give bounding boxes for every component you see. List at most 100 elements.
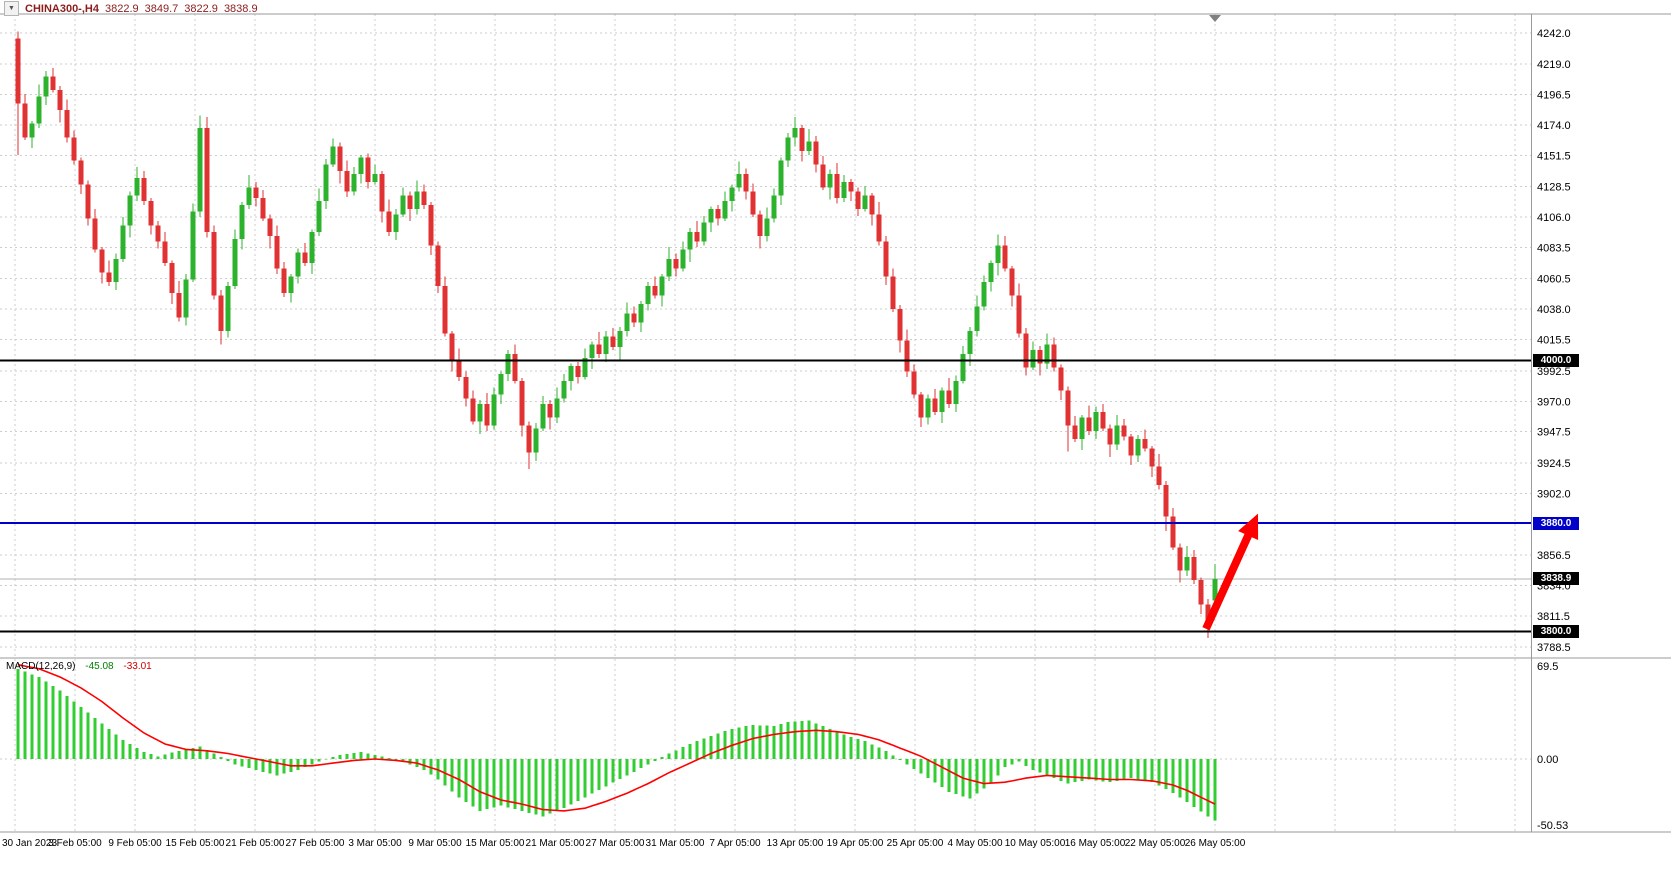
candle-body xyxy=(596,344,602,354)
candle-body xyxy=(512,353,518,381)
candle-body xyxy=(897,309,903,341)
x-axis-label: 31 Mar 05:00 xyxy=(646,838,705,849)
x-axis-label: 19 Apr 05:00 xyxy=(827,838,884,849)
x-axis-label: 16 May 05:00 xyxy=(1065,838,1126,849)
candle-body xyxy=(883,241,889,277)
candle-body xyxy=(295,252,301,277)
candle-body xyxy=(246,187,252,205)
candle-body xyxy=(57,89,63,111)
y-axis-tick-label: 4083.5 xyxy=(1537,243,1571,255)
x-axis-label: 15 Feb 05:00 xyxy=(166,838,225,849)
one-click-trading-toggle[interactable]: ▼ xyxy=(4,1,19,16)
candle-body xyxy=(1051,344,1057,368)
y-axis-tick-label: 3902.0 xyxy=(1537,488,1571,500)
price-axis[interactable] xyxy=(1532,14,1671,832)
candle-body xyxy=(890,276,896,310)
candle-body xyxy=(932,398,938,413)
candle-body xyxy=(953,380,959,404)
candle-body xyxy=(729,187,735,201)
trend-arrow-object[interactable] xyxy=(1202,513,1259,631)
y-axis-tick-label: 3856.5 xyxy=(1537,550,1571,562)
candle-body xyxy=(372,173,378,182)
candle-body xyxy=(316,200,322,233)
x-axis-label: 9 Feb 05:00 xyxy=(108,838,162,849)
candle-body xyxy=(792,127,798,138)
y-axis-tick-label: 4015.5 xyxy=(1537,335,1571,347)
candle-body xyxy=(309,232,315,264)
candle-body xyxy=(1037,349,1043,364)
candle-body xyxy=(71,137,77,161)
candle-body xyxy=(1100,412,1106,429)
candle-body xyxy=(106,272,112,283)
candle-body xyxy=(967,330,973,354)
symbol-title: CHINA300-,H4 xyxy=(25,2,99,15)
candle-body xyxy=(785,137,791,161)
x-axis-label: 13 Apr 05:00 xyxy=(767,838,824,849)
candle-body xyxy=(1128,436,1134,456)
candle-body xyxy=(288,276,294,293)
candle-body xyxy=(904,340,910,372)
candle-body xyxy=(547,403,553,418)
x-axis-label: 27 Feb 05:00 xyxy=(286,838,345,849)
candle-body xyxy=(568,366,574,381)
ohlc-low: 3822.9 xyxy=(184,2,218,15)
candle-body xyxy=(1198,579,1204,605)
candle-body xyxy=(22,103,28,138)
candle-body xyxy=(134,177,140,196)
candle-body xyxy=(806,141,812,151)
macd-axis-tick-label: 0.00 xyxy=(1537,754,1558,766)
candle-body xyxy=(1002,245,1008,269)
candle-body xyxy=(715,209,721,219)
candle-body xyxy=(533,428,539,453)
candle-body xyxy=(778,160,784,196)
chart-plot-area[interactable] xyxy=(0,14,1531,658)
candle-body xyxy=(519,380,525,426)
candle-body xyxy=(176,292,182,318)
macd-axis-tick-label: 69.5 xyxy=(1537,661,1558,673)
candle-body xyxy=(708,209,714,223)
candle-body xyxy=(15,38,21,104)
x-axis-label: 26 May 05:00 xyxy=(1185,838,1246,849)
candle-body xyxy=(1030,349,1036,368)
candle-body xyxy=(974,306,980,331)
candle-body xyxy=(449,333,455,361)
candle-body xyxy=(645,286,651,304)
candle-body xyxy=(302,252,308,264)
candle-body xyxy=(78,160,84,185)
x-axis-label: 9 Mar 05:00 xyxy=(408,838,462,849)
candle-body xyxy=(141,177,147,201)
macd-signal-line xyxy=(17,663,1216,812)
candle-body xyxy=(470,398,476,422)
candle-body xyxy=(260,198,266,219)
candle-body xyxy=(148,200,154,226)
candle-body xyxy=(1009,268,1015,296)
candle-body xyxy=(561,380,567,399)
candle-body xyxy=(505,353,511,375)
candle-body xyxy=(1093,412,1099,432)
candle-body xyxy=(771,195,777,219)
candle-body xyxy=(1149,448,1155,467)
ohlc-high: 3849.7 xyxy=(144,2,179,15)
candle-body xyxy=(169,263,175,293)
x-axis-label: 4 May 05:00 xyxy=(947,838,1002,849)
macd-signal-value: -33.01 xyxy=(123,661,152,672)
macd-axis-tick-label: -50.53 xyxy=(1537,820,1568,832)
candle-body xyxy=(50,76,56,90)
dropdown-triangle-icon: ▼ xyxy=(8,5,15,12)
y-axis-tick-label: 4174.0 xyxy=(1537,120,1571,132)
candle-body xyxy=(281,268,287,293)
candle-body xyxy=(92,218,98,250)
candle-body xyxy=(631,313,637,323)
candle-body xyxy=(183,279,189,318)
x-axis-label: 21 Mar 05:00 xyxy=(526,838,585,849)
macd-main-value: -45.08 xyxy=(85,661,114,672)
candle-body xyxy=(925,398,931,418)
candle-body xyxy=(575,366,581,377)
candle-body xyxy=(848,181,854,192)
candle-body xyxy=(960,353,966,381)
time-axis[interactable] xyxy=(0,833,1671,889)
ohlc-open: 3822.9 xyxy=(104,2,139,15)
candle-body xyxy=(456,360,462,377)
